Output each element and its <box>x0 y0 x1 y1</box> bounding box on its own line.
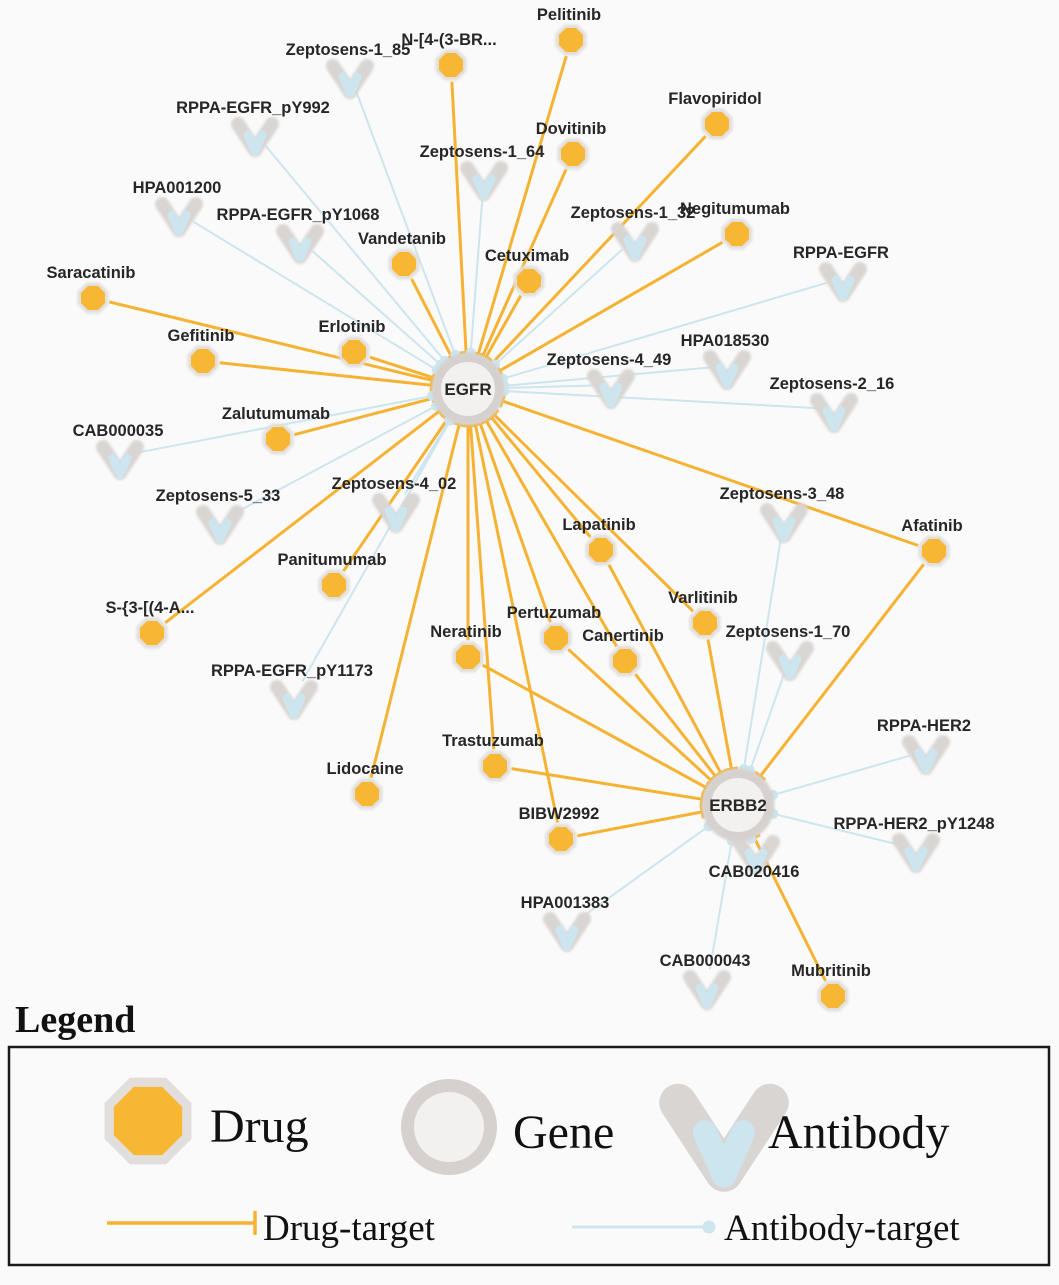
svg-text:Zeptosens-5_33: Zeptosens-5_33 <box>156 487 281 505</box>
svg-text:Varlitinib: Varlitinib <box>668 589 738 607</box>
svg-text:Zeptosens-4_49: Zeptosens-4_49 <box>547 351 672 369</box>
svg-text:S-{3-[(4-A...: S-{3-[(4-A... <box>106 599 195 617</box>
svg-text:RPPA-HER2_pY1248: RPPA-HER2_pY1248 <box>833 815 994 833</box>
svg-text:Mubritinib: Mubritinib <box>791 962 871 980</box>
svg-text:RPPA-EGFR_pY1173: RPPA-EGFR_pY1173 <box>211 662 373 680</box>
svg-text:HPA018530: HPA018530 <box>681 332 770 350</box>
svg-text:Zeptosens-2_16: Zeptosens-2_16 <box>770 375 895 393</box>
svg-text:Canertinib: Canertinib <box>582 627 664 645</box>
svg-text:Saracatinib: Saracatinib <box>47 264 136 282</box>
svg-text:RPPA-EGFR_pY992: RPPA-EGFR_pY992 <box>176 99 330 117</box>
svg-text:Zeptosens-1_64: Zeptosens-1_64 <box>420 143 546 161</box>
svg-text:Pertuzumab: Pertuzumab <box>507 604 601 622</box>
svg-text:Zeptosens-3_48: Zeptosens-3_48 <box>720 485 845 503</box>
svg-text:N-[4-(3-BR...: N-[4-(3-BR... <box>401 31 496 49</box>
svg-text:Gefitinib: Gefitinib <box>168 327 235 345</box>
svg-text:RPPA-HER2: RPPA-HER2 <box>877 717 971 735</box>
svg-text:Lidocaine: Lidocaine <box>326 760 403 778</box>
svg-text:Antibody: Antibody <box>768 1106 949 1159</box>
svg-text:Trastuzumab: Trastuzumab <box>442 732 544 750</box>
svg-text:Drug-target: Drug-target <box>263 1208 436 1249</box>
svg-text:CAB020416: CAB020416 <box>709 863 800 881</box>
svg-text:Zeptosens-1_32: Zeptosens-1_32 <box>571 204 696 222</box>
svg-text:HPA001200: HPA001200 <box>133 179 222 197</box>
svg-text:CAB000035: CAB000035 <box>73 422 164 440</box>
svg-text:Cetuximab: Cetuximab <box>485 247 569 265</box>
svg-text:HPA001383: HPA001383 <box>521 894 610 912</box>
svg-text:Dovitinib: Dovitinib <box>536 120 607 138</box>
svg-text:Panitumumab: Panitumumab <box>277 551 386 569</box>
svg-text:Vandetanib: Vandetanib <box>358 230 446 248</box>
svg-text:RPPA-EGFR_pY1068: RPPA-EGFR_pY1068 <box>217 206 380 224</box>
svg-text:ERBB2: ERBB2 <box>709 796 767 815</box>
svg-text:Antibody-target: Antibody-target <box>724 1208 960 1249</box>
svg-text:RPPA-EGFR: RPPA-EGFR <box>793 244 889 262</box>
svg-text:Negitumumab: Negitumumab <box>680 200 790 218</box>
svg-text:Drug: Drug <box>210 1100 309 1153</box>
svg-text:CAB000043: CAB000043 <box>660 952 751 970</box>
svg-text:EGFR: EGFR <box>444 380 491 399</box>
svg-text:Zeptosens-1_70: Zeptosens-1_70 <box>726 623 851 641</box>
svg-text:BIBW2992: BIBW2992 <box>519 805 600 823</box>
svg-text:Zeptosens-1_85: Zeptosens-1_85 <box>286 41 411 59</box>
svg-text:Zalutumumab: Zalutumumab <box>222 405 330 423</box>
svg-text:Gene: Gene <box>513 1106 614 1159</box>
svg-text:Erlotinib: Erlotinib <box>319 318 386 336</box>
svg-text:Pelitinib: Pelitinib <box>537 6 601 24</box>
svg-text:Flavopiridol: Flavopiridol <box>668 90 762 108</box>
svg-text:Zeptosens-4_02: Zeptosens-4_02 <box>332 475 457 493</box>
svg-text:Afatinib: Afatinib <box>901 517 962 535</box>
svg-text:Neratinib: Neratinib <box>430 623 502 641</box>
svg-text:Legend: Legend <box>15 999 135 1041</box>
svg-text:Lapatinib: Lapatinib <box>562 516 635 534</box>
